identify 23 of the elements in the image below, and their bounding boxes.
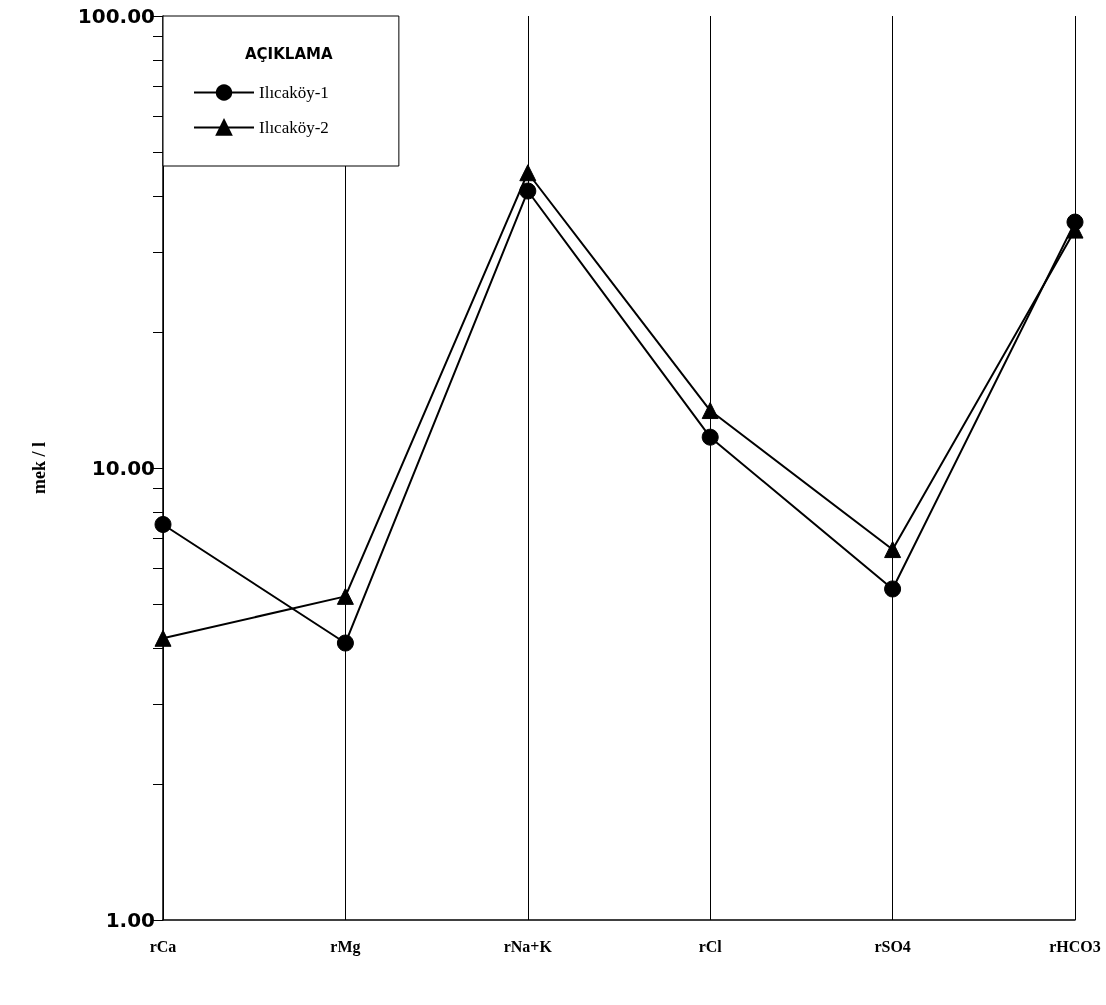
y-tick-label: 10.00: [91, 456, 155, 480]
point: [154, 515, 172, 533]
point: [336, 634, 354, 652]
x-tick-label: rNa+K: [503, 937, 553, 955]
point: [154, 629, 172, 647]
legend-label: Ilıcaköy-2: [259, 118, 329, 137]
x-tick-label: rHCO3: [1049, 937, 1101, 955]
point: [519, 182, 537, 200]
legend-label: Ilıcaköy-1: [259, 83, 329, 102]
y-tick-label: 1.00: [105, 908, 155, 932]
point: [701, 428, 719, 446]
x-tick-label: rCa: [149, 937, 177, 955]
x-tick-label: rCl: [698, 937, 723, 955]
legend-title: AÇIKLAMA: [245, 44, 333, 63]
y-axis-title: mek / l: [29, 442, 49, 494]
point: [519, 164, 537, 182]
point: [884, 541, 902, 559]
x-tick-label: rSO4: [874, 937, 911, 955]
point: [336, 587, 354, 605]
x-tick-label: rMg: [330, 937, 361, 956]
point: [701, 402, 719, 420]
y-tick-label: 100.00: [77, 4, 155, 28]
point: [884, 580, 902, 598]
